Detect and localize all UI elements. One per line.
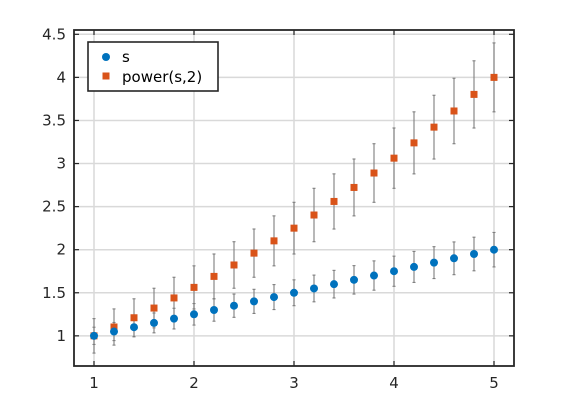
data-point-s	[370, 271, 378, 280]
y-tick-label: 3	[56, 155, 66, 173]
data-point-power	[270, 237, 278, 245]
x-tick-label: 4	[389, 374, 399, 392]
data-point-power	[390, 154, 398, 162]
data-point-power	[470, 90, 478, 98]
x-tick-label: 3	[289, 374, 299, 392]
data-point-power	[290, 224, 298, 232]
data-markers	[90, 73, 498, 340]
error-bars	[92, 42, 496, 354]
data-point-power	[210, 272, 218, 280]
data-point-s	[390, 267, 398, 276]
data-point-power	[370, 169, 378, 177]
data-point-power	[310, 211, 318, 219]
y-tick-label: 1.5	[42, 284, 66, 302]
data-point-power	[150, 304, 158, 312]
legend: s power(s,2)	[87, 41, 219, 92]
data-point-s	[270, 293, 278, 302]
data-point-s	[290, 288, 298, 297]
legend-box	[87, 41, 219, 92]
axis-ticks: 1 2 3 4 5 1 1.5 2 2.5 3 3.5 4 4.5	[42, 25, 514, 392]
data-point-s	[230, 301, 238, 310]
data-point-power	[190, 283, 198, 291]
legend-label-s: s	[122, 48, 130, 66]
y-tick-label: 1	[56, 327, 66, 345]
data-point-s	[430, 258, 438, 267]
legend-marker-s	[102, 53, 110, 61]
legend-label-power: power(s,2)	[122, 68, 202, 86]
data-point-s	[90, 331, 98, 340]
data-point-power	[450, 107, 458, 115]
y-tick-label: 4.5	[42, 25, 66, 43]
data-point-s	[150, 318, 158, 327]
legend-marker-power	[102, 72, 110, 80]
data-point-s	[330, 280, 338, 289]
data-point-power	[230, 261, 238, 269]
data-point-power	[250, 249, 258, 257]
data-point-s	[490, 245, 498, 254]
axes-box	[73, 29, 515, 367]
data-point-power	[110, 323, 118, 331]
data-point-s	[350, 275, 358, 284]
data-point-power	[330, 197, 338, 205]
y-tick-label: 2	[56, 241, 66, 259]
data-point-s	[170, 314, 178, 323]
data-point-s	[450, 254, 458, 263]
y-tick-label: 4	[56, 68, 66, 86]
y-tick-label: 3.5	[42, 111, 66, 129]
data-point-power	[490, 73, 498, 81]
y-tick-label: 2.5	[42, 198, 66, 216]
data-point-s	[110, 327, 118, 336]
x-tick-label: 1	[89, 374, 99, 392]
data-point-s	[410, 262, 418, 271]
data-point-s	[250, 297, 258, 306]
grid	[74, 30, 514, 366]
x-tick-label: 2	[189, 374, 199, 392]
x-tick-label: 5	[489, 374, 499, 392]
data-point-s	[310, 284, 318, 293]
data-point-power	[130, 314, 138, 322]
data-point-s	[210, 306, 218, 314]
data-point-power	[350, 183, 358, 191]
data-point-s	[190, 310, 198, 319]
data-point-s	[130, 323, 138, 332]
data-point-s	[470, 250, 478, 258]
data-point-power	[410, 139, 418, 147]
data-point-power	[430, 123, 438, 131]
data-point-power	[170, 294, 178, 302]
